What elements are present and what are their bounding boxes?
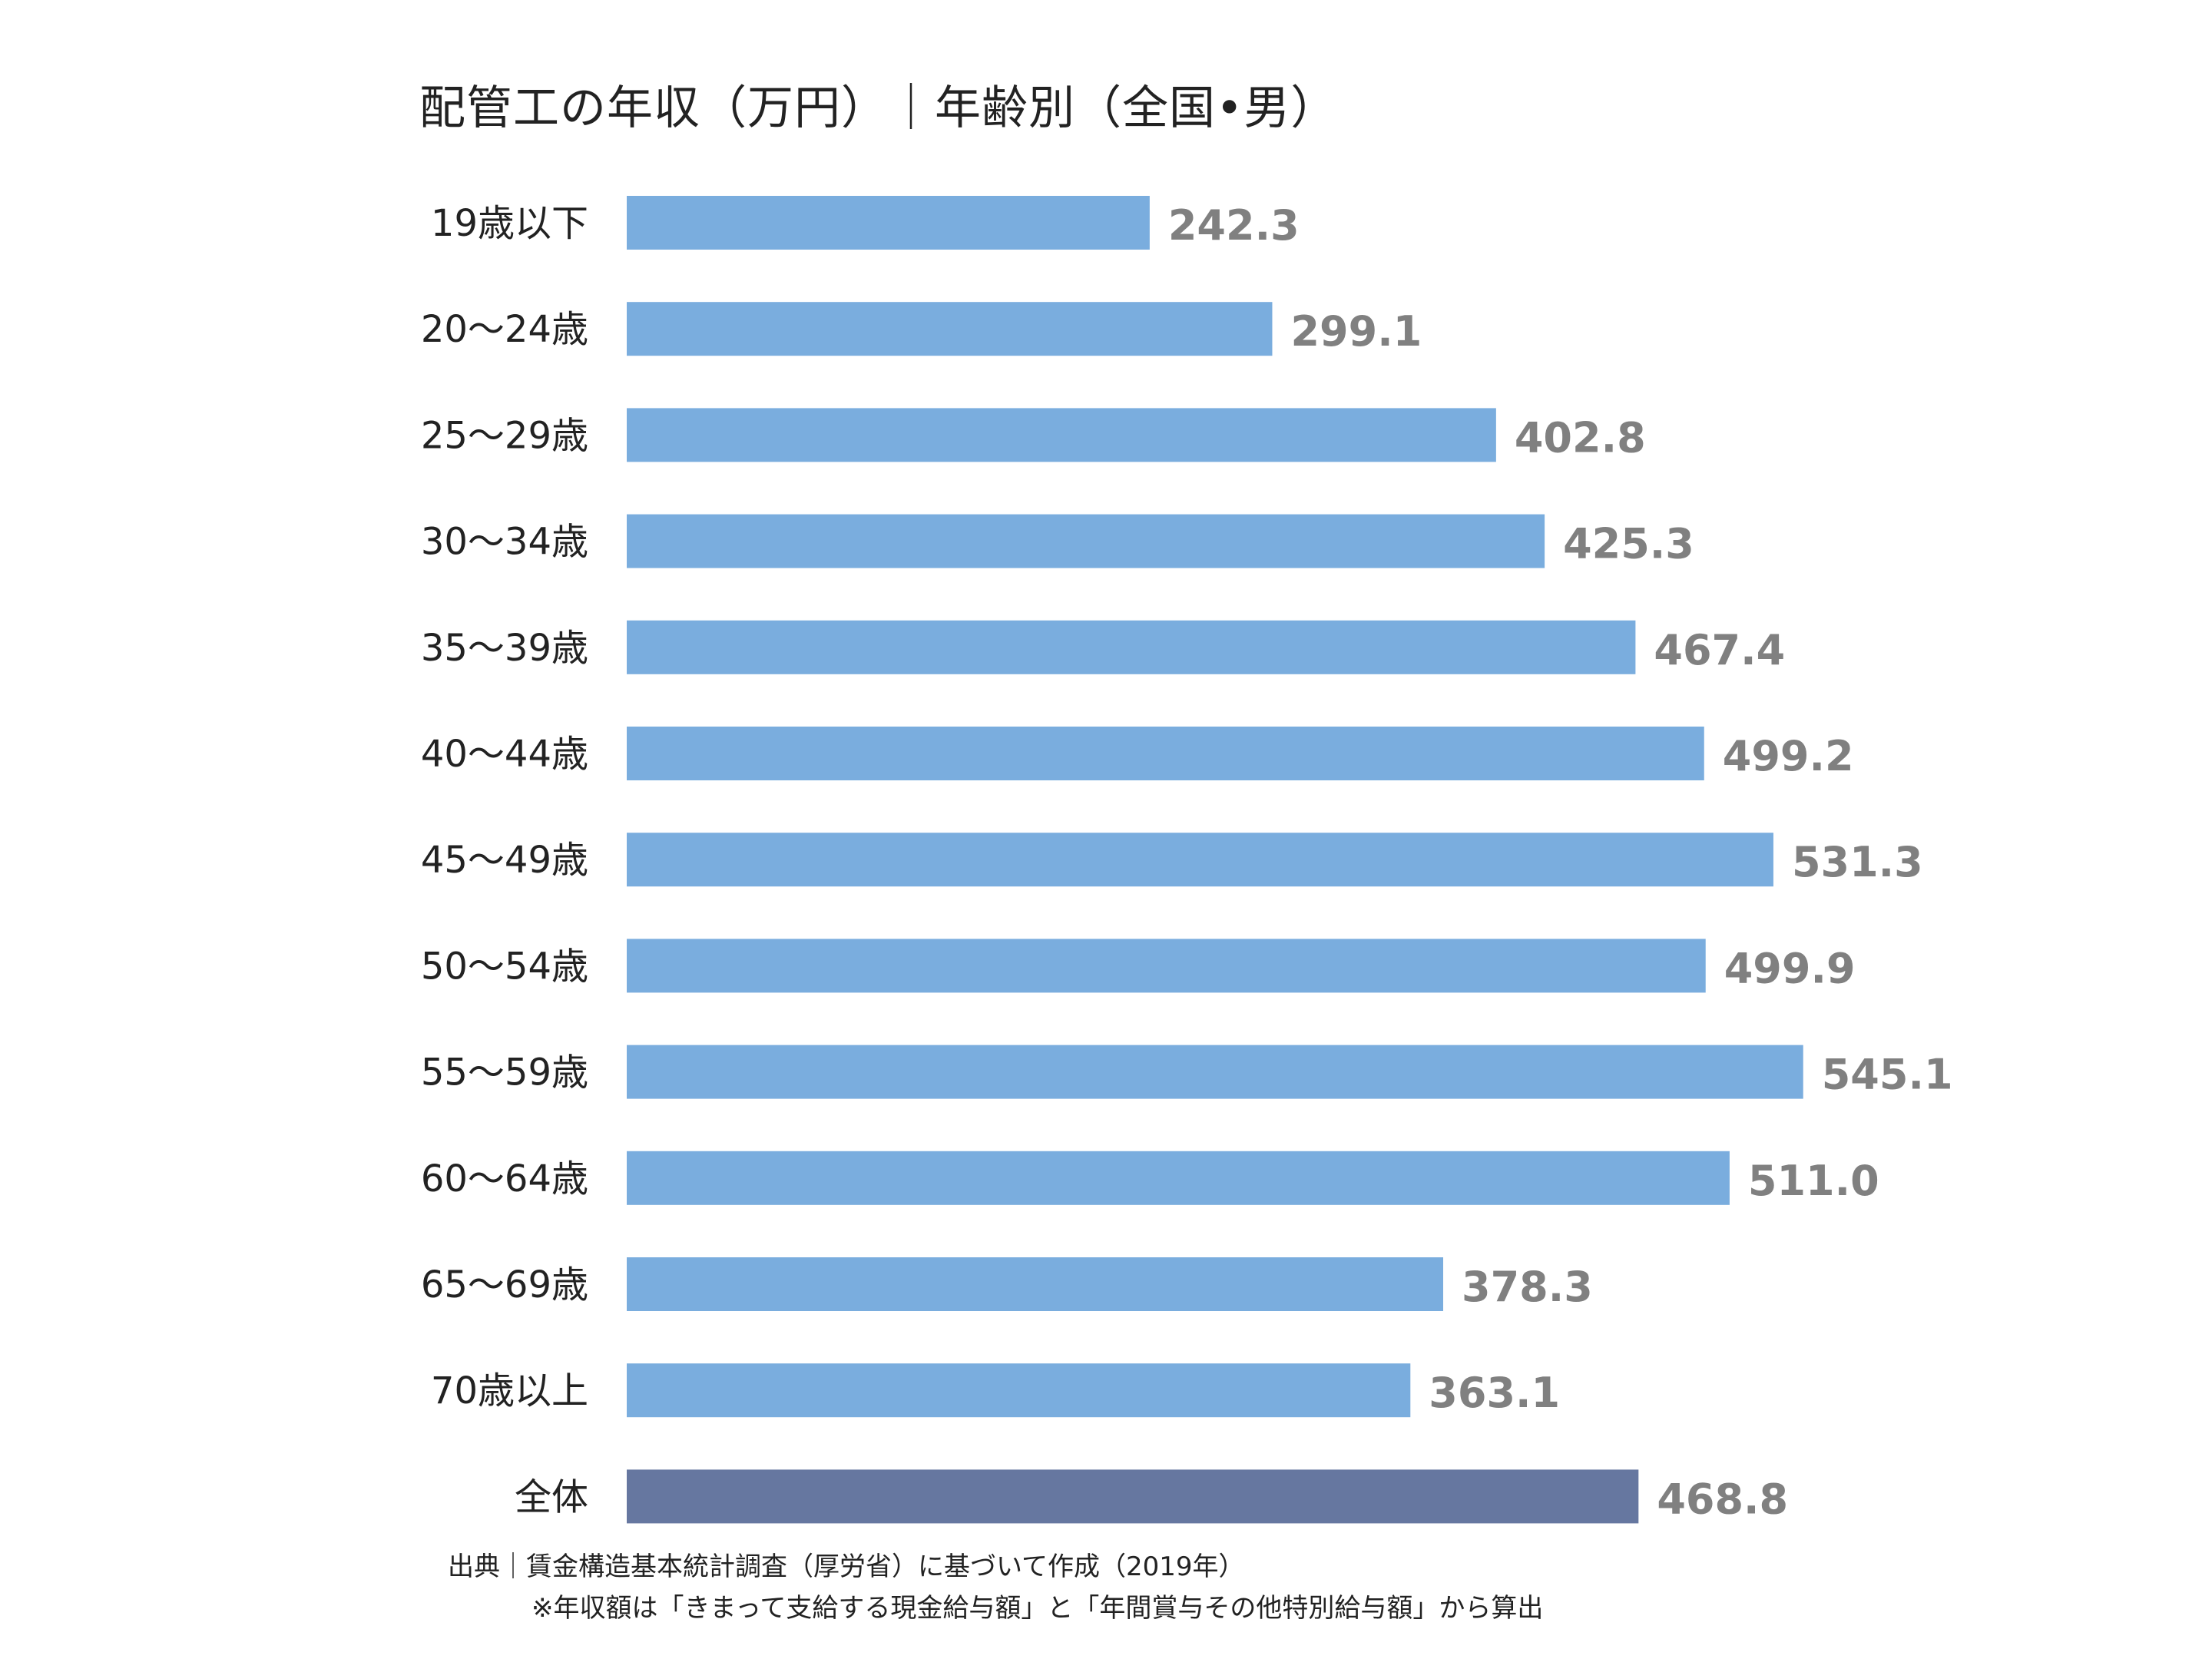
value-label: 499.2 bbox=[1723, 732, 1854, 780]
bar-3 bbox=[627, 514, 1545, 568]
category-label: 全体 bbox=[515, 1475, 588, 1518]
bar-10 bbox=[627, 1257, 1444, 1311]
category-label: 30～34歳 bbox=[421, 521, 588, 564]
category-label: 19歳以下 bbox=[431, 202, 588, 245]
value-label: 545.1 bbox=[1822, 1051, 1953, 1099]
category-label: 25～29歳 bbox=[421, 414, 588, 457]
bar-12 bbox=[627, 1469, 1639, 1524]
value-label: 402.8 bbox=[1515, 413, 1646, 462]
value-label: 425.3 bbox=[1563, 520, 1694, 568]
value-label: 511.0 bbox=[1748, 1157, 1879, 1205]
bar-6 bbox=[627, 833, 1773, 887]
category-label: 60～64歳 bbox=[421, 1157, 588, 1200]
chart-title: 配管工の年収（万円）｜年齢別（全国•男） bbox=[419, 81, 1338, 135]
category-label: 55～59歳 bbox=[421, 1051, 588, 1094]
category-label: 40～44歳 bbox=[421, 733, 588, 776]
value-label: 468.8 bbox=[1657, 1475, 1788, 1523]
category-label: 70歳以上 bbox=[431, 1369, 588, 1412]
bar-4 bbox=[627, 620, 1636, 674]
value-label: 531.3 bbox=[1792, 838, 1923, 886]
value-label: 499.9 bbox=[1724, 944, 1856, 992]
bar-11 bbox=[627, 1363, 1411, 1418]
bar-9 bbox=[627, 1151, 1730, 1205]
value-label: 242.3 bbox=[1168, 201, 1300, 250]
bar-8 bbox=[627, 1045, 1803, 1099]
value-label: 378.3 bbox=[1462, 1263, 1593, 1311]
value-label: 467.4 bbox=[1654, 626, 1785, 674]
category-label: 20～24歳 bbox=[421, 308, 588, 351]
category-label: 65～69歳 bbox=[421, 1263, 588, 1306]
bar-0 bbox=[627, 196, 1150, 250]
calculation-note: ※年収額は「きまって支給する現金給与額」と「年間賞与その他特別給与額」から算出 bbox=[531, 1593, 1544, 1624]
category-label: 35～39歳 bbox=[421, 627, 588, 670]
category-label: 45～49歳 bbox=[421, 839, 588, 882]
bar-5 bbox=[627, 727, 1704, 780]
bar-7 bbox=[627, 939, 1706, 993]
source-note: 出典｜賃金構造基本統計調査（厚労省）に基づいて作成（2019年） bbox=[448, 1551, 1245, 1582]
value-label: 363.1 bbox=[1429, 1369, 1560, 1417]
category-label: 50～54歳 bbox=[421, 945, 588, 988]
bar-1 bbox=[627, 302, 1273, 356]
value-label: 299.1 bbox=[1290, 307, 1422, 356]
bar-2 bbox=[627, 408, 1496, 462]
